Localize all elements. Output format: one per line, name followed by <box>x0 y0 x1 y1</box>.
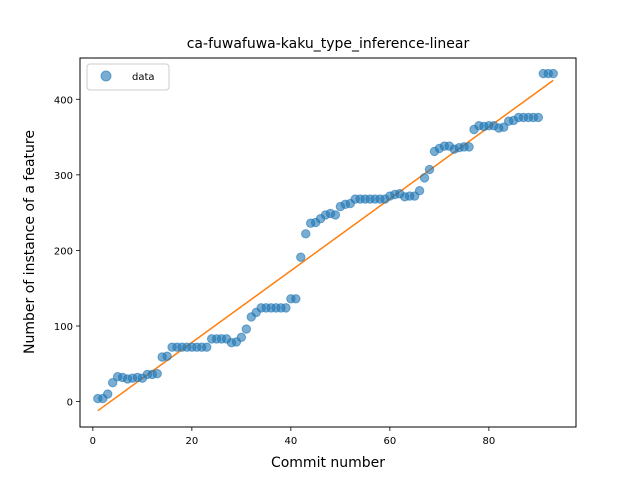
data-point <box>292 295 300 303</box>
x-axis-label: Commit number <box>271 455 385 471</box>
chart-title: ca-fuwafuwa-kaku_type_inference-linear <box>187 36 470 52</box>
data-point <box>282 304 290 312</box>
data-point <box>302 230 310 238</box>
legend-box <box>87 64 169 90</box>
data-point <box>163 352 171 360</box>
x-tick-label: 20 <box>186 436 199 447</box>
data-point <box>237 333 245 341</box>
x-tick-label: 0 <box>90 436 96 447</box>
data-point <box>534 113 542 121</box>
data-point <box>420 174 428 182</box>
data-point <box>415 187 423 195</box>
data-point <box>203 343 211 351</box>
x-tick-label: 40 <box>285 436 298 447</box>
data-point <box>465 143 473 151</box>
data-point <box>104 390 112 398</box>
plot-area <box>94 69 558 410</box>
legend-label-data: data <box>132 72 155 83</box>
y-tick-label: 300 <box>54 171 73 182</box>
y-axis: 0 100 200 300 400 <box>54 95 80 408</box>
data-point <box>153 369 161 377</box>
y-tick-label: 200 <box>54 246 73 257</box>
x-axis: 0 20 40 60 80 <box>90 427 496 447</box>
data-point <box>242 325 250 333</box>
x-tick-label: 60 <box>384 436 397 447</box>
y-tick-label: 400 <box>54 95 73 106</box>
data-point <box>297 253 305 261</box>
legend: data <box>87 64 169 90</box>
y-tick-label: 100 <box>54 322 73 333</box>
data-point <box>549 69 557 77</box>
y-tick-label: 0 <box>67 398 73 409</box>
data-point <box>425 165 433 173</box>
y-axis-label: Number of instance of a feature <box>22 130 38 354</box>
x-tick-label: 80 <box>483 436 496 447</box>
legend-marker-data <box>101 71 111 81</box>
data-point <box>331 211 339 219</box>
